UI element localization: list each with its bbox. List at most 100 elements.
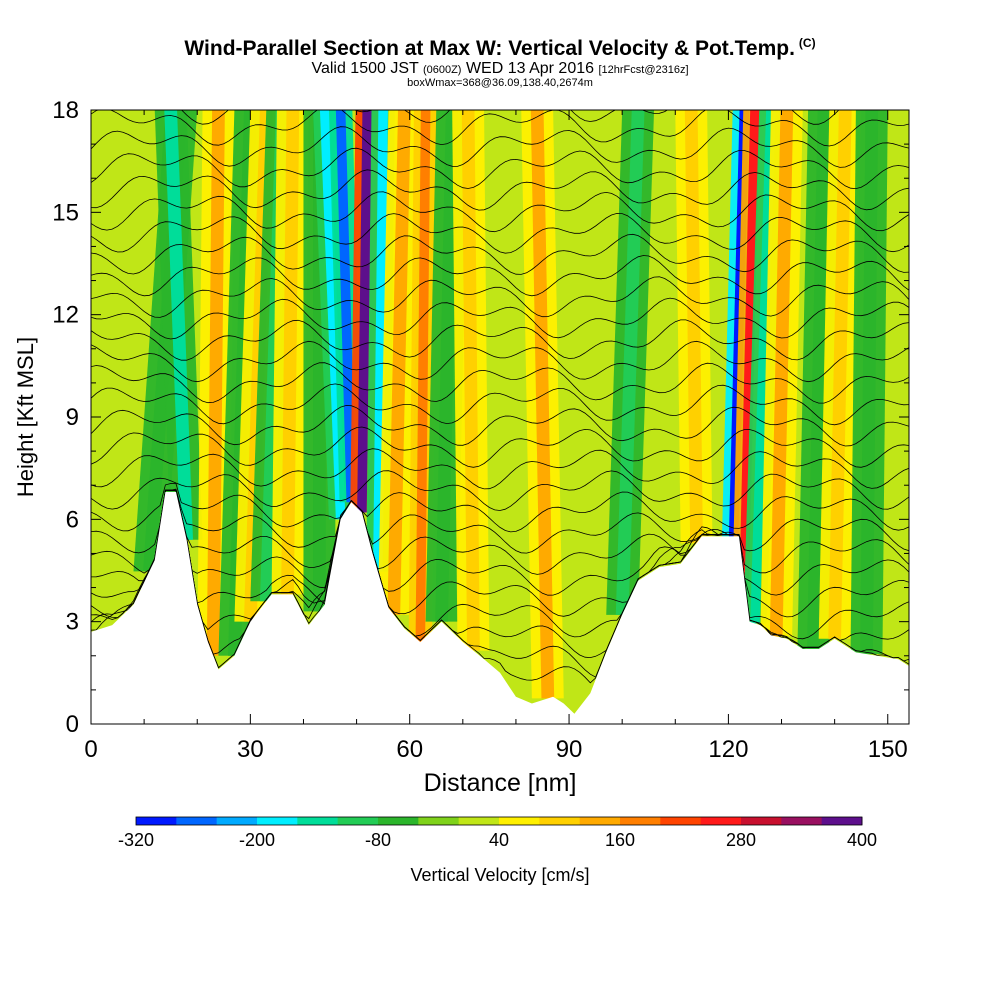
x-tick-label-1: 30 — [237, 736, 264, 763]
colorbar-swatch-8 — [458, 817, 500, 825]
chart-title-text: Wind-Parallel Section at Max W: Vertical… — [184, 37, 795, 60]
colorbar-swatch-16 — [781, 817, 823, 825]
theta-contour-1 — [91, 489, 909, 678]
chart-title: Wind-Parallel Section at Max W: Vertical… — [0, 36, 1000, 61]
y-tick-label-5: 15 — [52, 199, 79, 226]
w-band-core-20 — [739, 110, 760, 580]
theta-contour-6 — [91, 489, 909, 575]
w-band-core-23 — [807, 110, 831, 649]
y-tick-label-0: 0 — [66, 711, 79, 738]
theta-contour-27 — [181, 110, 840, 125]
theta-contour-22 — [91, 191, 909, 233]
terrain-mask — [91, 492, 909, 724]
colorbar-swatch-3 — [257, 817, 298, 825]
x-tick-label-5: 150 — [868, 736, 908, 763]
colorbar-swatch-17 — [821, 817, 863, 825]
w-band-core-16 — [530, 110, 555, 699]
colorbar-label: Vertical Velocity [cm/s] — [410, 865, 589, 885]
theta-contour-23 — [91, 169, 909, 211]
colorbar-swatch-0 — [136, 817, 177, 825]
axes: 0 30 60 90 120 150 0 3 6 9 12 15 18 Distance [nm] Heig… — [13, 97, 909, 797]
theta-contour-3 — [91, 489, 909, 640]
colorbar-swatch-2 — [216, 817, 258, 825]
theta-contours — [91, 110, 909, 684]
subtitle-valid: Valid 1500 JST — [311, 60, 419, 77]
w-band-core-6 — [281, 110, 300, 595]
y-tick-label-3: 9 — [66, 404, 79, 431]
colorbar-swatch-13 — [660, 817, 702, 825]
colorbar-swatch-1 — [176, 817, 218, 825]
x-tick-label-2: 60 — [396, 736, 423, 763]
terrain-fill — [91, 492, 909, 724]
w-band-core-15 — [461, 110, 480, 651]
velocity-field — [91, 110, 909, 724]
colorbar-swatch-6 — [378, 817, 419, 825]
w-band-core-2 — [206, 110, 225, 656]
theta-contour-19 — [91, 255, 909, 297]
x-tick-label-4: 120 — [708, 736, 748, 763]
colorbar-swatch-5 — [337, 817, 379, 825]
theta-contour-25 — [91, 126, 909, 168]
colorbar-swatch-10 — [539, 817, 581, 825]
subtitle-forecast: [12hrFcst@2316z] — [598, 64, 689, 76]
y-tick-label-2: 6 — [66, 506, 79, 533]
y-tick-label-1: 3 — [66, 609, 79, 636]
w-band-core-1 — [164, 110, 193, 540]
w-band-core-10 — [357, 110, 372, 513]
theta-contour-2 — [91, 489, 909, 659]
theta-contour-24 — [91, 147, 909, 190]
theta-contour-12 — [91, 405, 909, 447]
w-band-core-25 — [860, 110, 879, 655]
colorbar-tick-label-4: 160 — [605, 830, 635, 850]
theta-contour-13 — [91, 383, 909, 426]
colorbar-swatch-12 — [620, 817, 661, 825]
theta-contour-21 — [91, 212, 909, 254]
colorbar-swatch-11 — [579, 817, 621, 825]
w-band-core-9 — [335, 110, 357, 503]
w-band-core-17 — [615, 110, 645, 615]
colorbar-tick-label-6: 400 — [847, 830, 877, 850]
colorbar-tick-label-1: -200 — [239, 830, 275, 850]
x-tick-label-3: 90 — [556, 736, 583, 763]
colorbar-swatch-4 — [297, 817, 339, 825]
theta-contour-26 — [91, 110, 909, 147]
y-tick-label-4: 12 — [52, 302, 79, 329]
theta-contour-11 — [91, 426, 909, 468]
x-axis-label: Distance [nm] — [424, 769, 577, 797]
colorbar-swatch-15 — [741, 817, 782, 825]
theta-contour-4 — [91, 489, 909, 618]
y-tick-label-6: 18 — [52, 97, 79, 124]
colorbar-tick-label-2: -80 — [365, 830, 391, 850]
theta-contour-20 — [91, 233, 909, 275]
chart-subtitle: Valid 1500 JST (0600Z) WED 13 Apr 2016 [… — [0, 60, 1000, 78]
theta-contour-17 — [91, 297, 909, 340]
theta-contour-10 — [91, 448, 909, 490]
theta-contour-15 — [91, 340, 909, 383]
theta-contour-5 — [91, 489, 909, 596]
colorbar-tick-label-5: 280 — [726, 830, 756, 850]
theta-contour-7 — [91, 488, 909, 554]
colorbar-swatch-7 — [418, 817, 460, 825]
subtitle-zulu: (0600Z) — [422, 64, 462, 76]
colorbar-frame — [135, 816, 863, 826]
colorbar: -320 -200 -80 40 160 280 400 Vertical Velocity … — [118, 816, 877, 885]
theta-contour-18 — [91, 276, 909, 318]
x-tick-label-0: 0 — [84, 736, 97, 763]
subtitle-date: WED 13 Apr 2016 — [465, 60, 595, 77]
colorbar-swatch-14 — [700, 817, 742, 825]
w-band-core-13 — [415, 110, 431, 643]
theta-contour-16 — [91, 319, 909, 361]
w-band-core-14 — [435, 110, 459, 622]
y-axis-label: Height [Kft MSL] — [13, 337, 38, 497]
w-band-core-11 — [373, 110, 388, 572]
chart-box-info: boxWmax=368@36.09,138.40,2674m — [407, 77, 593, 89]
w-band-core-24 — [828, 110, 852, 639]
theta-contour-14 — [91, 362, 909, 404]
colorbar-tick-label-3: 40 — [489, 830, 509, 850]
colorbar-swatch-9 — [499, 817, 540, 825]
theta-contour-9 — [91, 470, 909, 511]
colorbar-tick-label-0: -320 — [118, 830, 154, 850]
w-band-core-22 — [769, 110, 794, 637]
copyright-mark: (C) — [798, 36, 816, 50]
